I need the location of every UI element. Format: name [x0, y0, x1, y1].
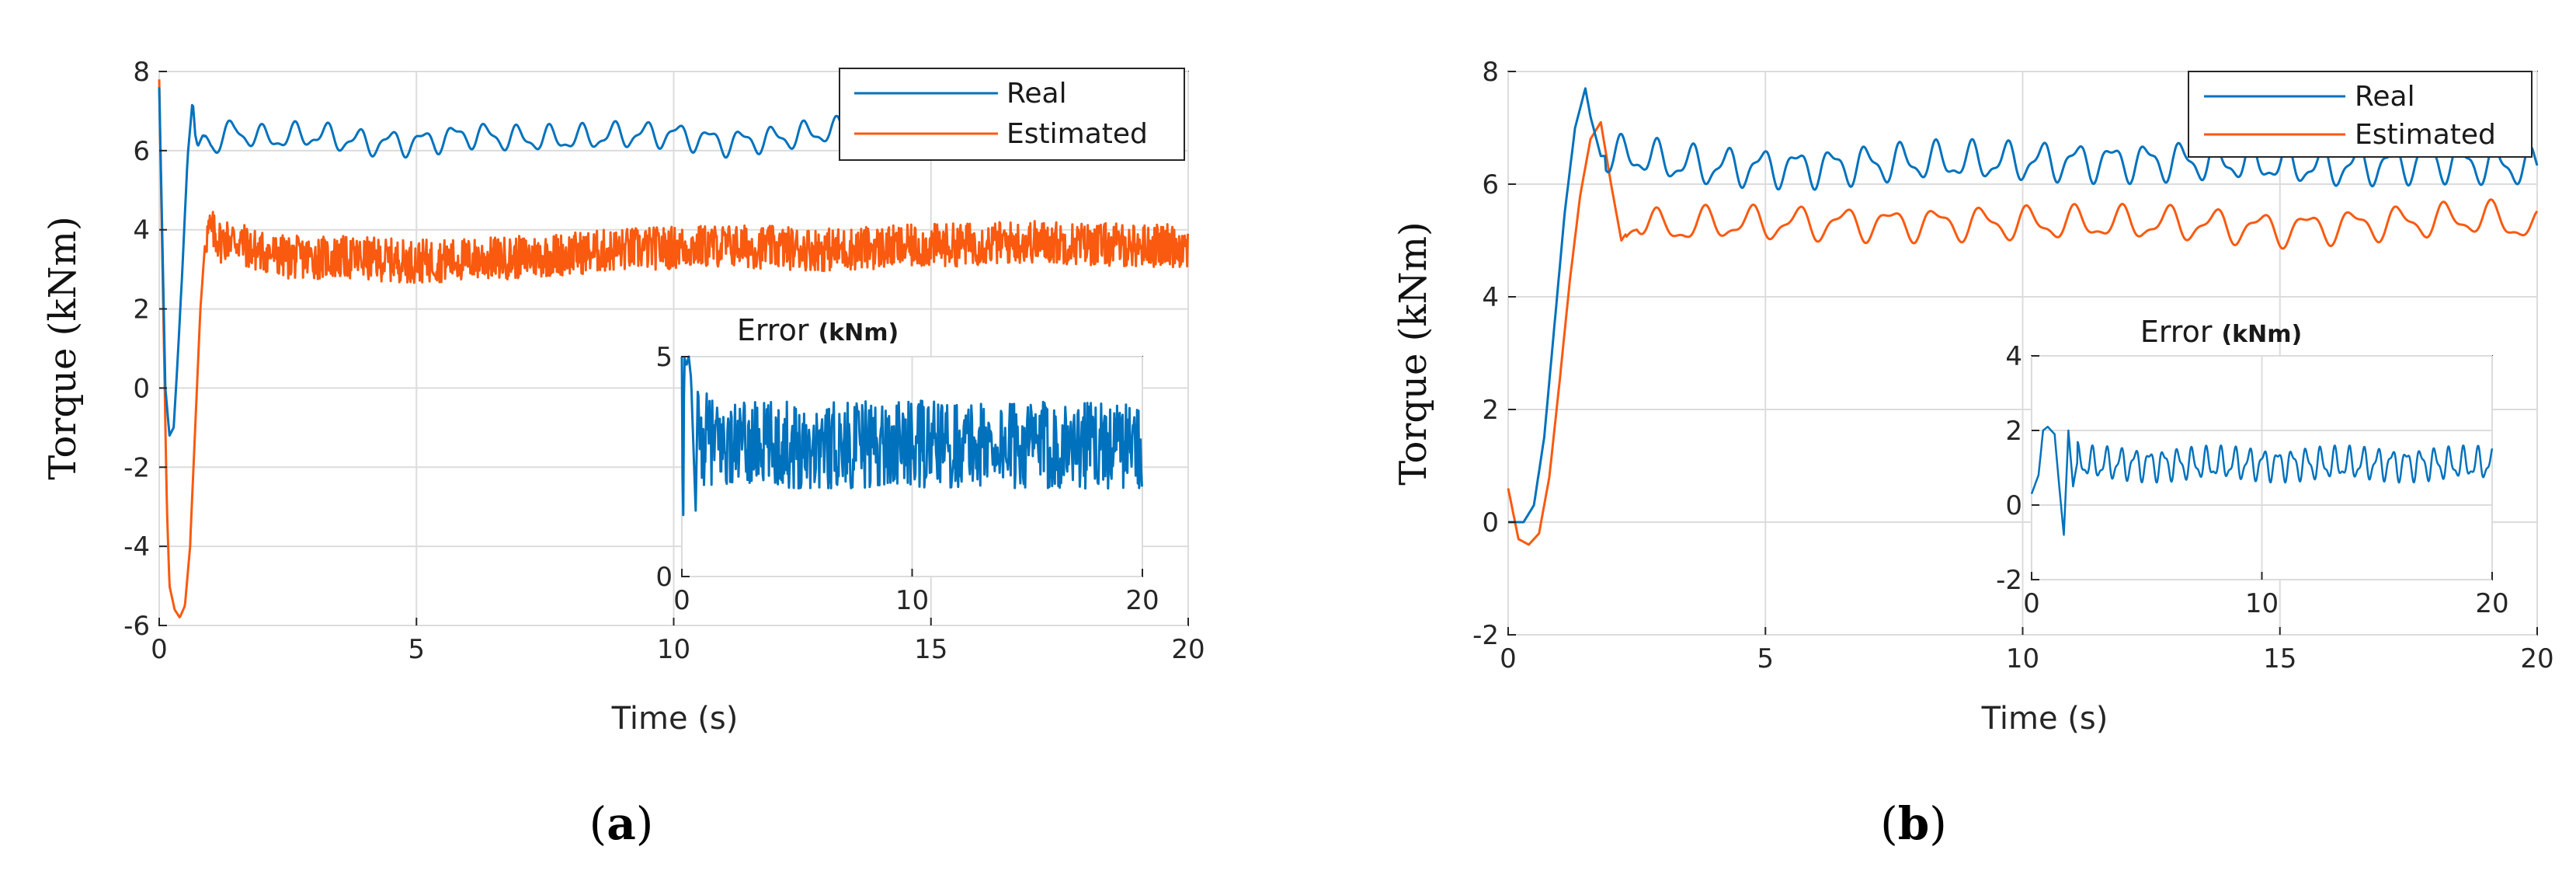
- panel-b-inset-y-tick-label: 0: [2005, 490, 2022, 521]
- panel-b-inset-x-tick-label: 20: [2475, 588, 2508, 619]
- panel-b-x-tick-label: 15: [2263, 643, 2296, 674]
- panel-a-x-axis-label: Time (s): [611, 701, 739, 737]
- panel-a-legend-real: Real: [1006, 78, 1067, 110]
- panel-a-inset-y-tick-label: 5: [655, 342, 673, 373]
- panel-a-label: (a): [589, 797, 654, 850]
- panel-b-inset-x-tick-label: 0: [2023, 588, 2040, 619]
- panel-b-y-tick-label: -2: [1472, 620, 1499, 651]
- panel-a-y-tick-label: -4: [123, 531, 150, 563]
- panel-b-inset-y-tick-label: 4: [2005, 341, 2022, 372]
- panel-a-legend-estimated: Estimated: [1006, 118, 1148, 150]
- panel-b-x-tick-label: 0: [1500, 643, 1517, 674]
- panel-a-x-tick-label: 20: [1171, 634, 1205, 665]
- panel-a-inset-x-tick-label: 20: [1125, 585, 1159, 616]
- panel-b-x-tick-label: 10: [2006, 643, 2039, 674]
- panel-a-inset-x-tick-label: 0: [673, 585, 690, 616]
- panel-a-y-tick-label: 2: [133, 294, 150, 326]
- panel-b-y-tick-label: 6: [1482, 169, 1499, 200]
- panel-a-inset-x-tick-label: 10: [895, 585, 929, 616]
- panel-a-x-tick-label: 0: [151, 634, 168, 665]
- panel-b-label: (b): [1880, 797, 1947, 850]
- panel-a-series-estimated: [158, 79, 1189, 618]
- panel-a-x-tick-label: 15: [914, 634, 947, 665]
- panel-b-legend-box: [2188, 71, 2533, 158]
- panel-a-inset-y-ticks: 05: [655, 342, 690, 593]
- panel-a-series: [158, 79, 1189, 618]
- panel-b-x-tick-label: 20: [2520, 643, 2553, 674]
- panel-b-inset-x-tick-label: 10: [2245, 588, 2279, 619]
- panel-a-x-tick-label: 5: [408, 634, 425, 665]
- panel-a-y-tick-label: -6: [123, 611, 150, 642]
- panel-a-series-real: [158, 87, 860, 437]
- panel-b-inset-x-ticks: 0 10 20: [2023, 572, 2509, 619]
- panel-a-inset-series: [680, 355, 1143, 517]
- panel-b-y-ticks: -2 0 2 4 6 8: [1472, 57, 1516, 651]
- panel-b-legend: Real Estimated: [2188, 71, 2533, 158]
- panel-a-inset-x-ticks: 0 10 20: [673, 569, 1159, 616]
- panel-b-legend-estimated: Estimated: [2355, 119, 2496, 151]
- panel-a-y-tick-label: 8: [133, 57, 150, 88]
- panel-b-inset-series-error: [2030, 425, 2494, 536]
- panel-a-inset-series-error: [680, 355, 1143, 517]
- panel-b-x-axis-label: Time (s): [1981, 701, 2108, 737]
- panel-b-inset-y-ticks: -2 0 2 4: [1996, 341, 2039, 596]
- panel-a-inset-y-tick-label: 0: [655, 562, 673, 593]
- panel-b-y-axis-label: Torque (kNm): [1392, 221, 1435, 486]
- panel-b-y-tick-label: 4: [1482, 282, 1499, 313]
- panel-a-x-tick-label: 10: [657, 634, 690, 665]
- panel-a-x-ticks: 0 5 10 15 20: [151, 618, 1205, 665]
- panel-b-y-tick-label: 2: [1482, 395, 1499, 426]
- panel-b-x-ticks: 0 5 10 15 20: [1500, 627, 2554, 674]
- panel-b-series-estimated: [1507, 120, 2539, 546]
- panel-a-y-ticks: -6 -4 -2 0 2 4 6 8: [123, 57, 167, 642]
- panel-b-inset-y-tick-label: 2: [2005, 416, 2022, 447]
- panel-a-y-tick-label: -2: [123, 452, 150, 483]
- panel-b-y-tick-label: 0: [1482, 507, 1499, 538]
- panel-b-series: [1507, 87, 2539, 546]
- panel-b-x-tick-label: 5: [1757, 643, 1774, 674]
- panel-a-legend: Real Estimated: [839, 68, 1185, 161]
- panel-b-legend-real: Real: [2355, 81, 2415, 113]
- panel-a-y-tick-label: 6: [133, 136, 150, 167]
- panel-b-series-real: [1507, 87, 2539, 524]
- panel-a-inset-title: Error (kNm): [737, 313, 899, 347]
- panel-a-y-axis-label: Torque (kNm): [41, 216, 85, 480]
- panel-a-y-tick-label: 0: [133, 373, 150, 404]
- panel-b-inset-y-tick-label: -2: [1996, 565, 2022, 596]
- panel-a-inset: Error (kNm) 05 0 10 20: [655, 313, 1159, 616]
- panel-b-y-tick-label: 8: [1482, 57, 1499, 88]
- panel-b-inset-title: Error (kNm): [2140, 315, 2302, 349]
- panel-a-y-tick-label: 4: [133, 215, 150, 246]
- panel-a-legend-box: [839, 68, 1185, 161]
- panel-b-inset-series: [2030, 425, 2494, 536]
